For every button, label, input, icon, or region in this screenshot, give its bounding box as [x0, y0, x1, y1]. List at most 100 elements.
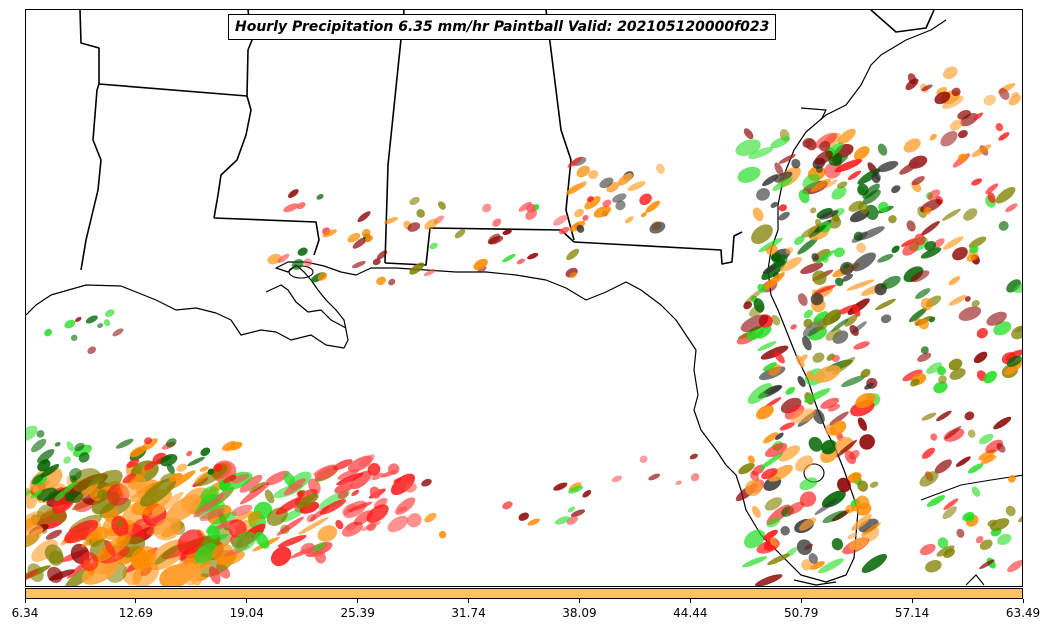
precip-blob: [388, 278, 396, 286]
precip-blob: [367, 463, 381, 476]
precip-blob: [819, 210, 839, 220]
precip-blob: [407, 222, 421, 232]
precip-blob: [759, 452, 784, 470]
precip-blob: [801, 559, 813, 571]
precip-blob: [748, 147, 774, 160]
precip-blob: [115, 438, 134, 449]
precip-blob: [926, 362, 943, 375]
precip-blob: [79, 551, 99, 572]
precip-blob: [915, 288, 931, 300]
precip-blob: [818, 558, 844, 574]
precip-blob: [502, 501, 513, 510]
ms-al-border: [384, 10, 405, 264]
map-panel: [25, 9, 1023, 587]
precip-blob: [553, 482, 568, 491]
precip-blob: [971, 178, 983, 186]
precip-blob: [527, 252, 539, 260]
precip-blob: [103, 319, 111, 327]
precip-blob: [862, 189, 881, 205]
la-ms-border: [213, 217, 320, 256]
precip-blob: [264, 489, 275, 504]
precip-blob: [802, 336, 812, 351]
precip-blob: [297, 247, 308, 256]
precip-blob: [187, 562, 202, 580]
precip-blob: [824, 162, 842, 179]
lakes: [288, 265, 1022, 586]
precip-blob: [116, 519, 123, 527]
precip-blob: [369, 486, 381, 499]
precip-blob: [347, 501, 373, 512]
precip-blob: [104, 309, 115, 317]
precip-blob: [222, 440, 237, 451]
precip-blob: [1013, 281, 1022, 293]
precip-blob: [785, 386, 796, 395]
precip-blob: [978, 433, 994, 445]
precip-blob: [761, 468, 778, 480]
precip-blob: [454, 229, 466, 239]
colorbar-tick: [578, 599, 580, 603]
precip-blob: [492, 218, 502, 227]
precip-blob: [778, 154, 796, 164]
precip-blob: [852, 252, 876, 272]
precip-blob: [208, 566, 221, 585]
precip-blob: [860, 368, 871, 378]
precip-blob: [438, 530, 447, 539]
precip-blob: [744, 479, 762, 497]
precip-blob: [249, 481, 266, 493]
precip-blob: [211, 543, 233, 562]
precip-blob: [821, 439, 837, 455]
precip-blob: [26, 487, 38, 509]
colorbar-tick: [468, 599, 470, 603]
precip-blob: [853, 146, 870, 161]
precip-blob: [231, 504, 253, 517]
precip-blob: [64, 519, 99, 544]
precip-blob: [921, 221, 940, 236]
precip-blob: [319, 499, 347, 515]
precip-blob: [949, 119, 963, 131]
precip-blob: [758, 237, 783, 253]
precip-blob: [63, 481, 77, 493]
precip-blob: [153, 517, 181, 541]
precip-blob: [785, 247, 794, 255]
precip-blob: [813, 284, 837, 295]
precip-blob: [296, 493, 319, 509]
precip-blob: [871, 173, 881, 184]
precip-blob: [813, 311, 829, 323]
precip-blob: [779, 422, 795, 431]
precip-blob: [763, 432, 779, 444]
precip-blob: [964, 411, 975, 421]
precip-blob: [840, 261, 854, 275]
precip-blob: [200, 447, 211, 457]
precip-blob: [903, 138, 921, 153]
precip-blob: [361, 521, 381, 531]
precip-blob: [213, 463, 223, 472]
precip-blob: [811, 253, 819, 261]
precip-blob: [139, 477, 177, 507]
colorbar: [25, 588, 1023, 599]
precip-blob: [800, 262, 824, 275]
precip-blob: [130, 472, 146, 484]
precip-blob: [770, 136, 791, 149]
precip-blob: [814, 498, 838, 516]
precip-blob: [847, 472, 862, 484]
precip-blob: [976, 327, 988, 339]
precip-blob: [194, 543, 218, 564]
precip-blob: [334, 482, 354, 494]
precip-blob: [1014, 323, 1022, 333]
precip-blob: [502, 229, 512, 236]
precip-blob: [822, 510, 846, 524]
colorbar-tick: [246, 599, 248, 603]
precip-blob: [851, 514, 872, 531]
precip-blob: [576, 181, 587, 190]
precip-blob: [877, 253, 894, 263]
precip-blob: [993, 321, 1012, 336]
precip-blob: [973, 351, 988, 364]
precip-blob: [802, 173, 820, 189]
precip-blob: [822, 309, 842, 326]
precip-blob: [910, 378, 920, 387]
precip-blob: [675, 480, 682, 486]
precip-blob: [855, 495, 870, 510]
precip-blob: [364, 235, 374, 243]
precip-blob: [288, 189, 299, 198]
precip-blob: [920, 247, 942, 259]
